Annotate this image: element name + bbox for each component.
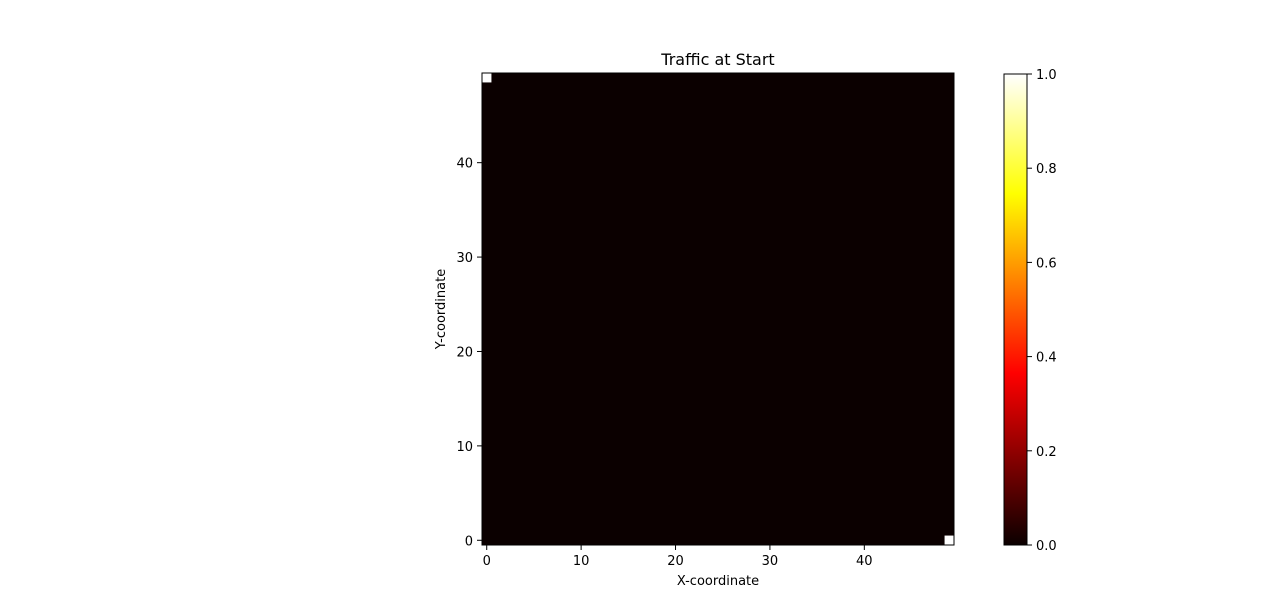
colorbar-tick-label: 0.8: [1036, 162, 1057, 177]
y-tick-label: 0: [465, 534, 473, 549]
colorbar-tick-label: 0.0: [1036, 539, 1057, 554]
heatmap-cells: [482, 73, 954, 545]
x-axis-label: X-coordinate: [677, 574, 759, 589]
heatmap-background: [482, 73, 954, 545]
plot-frame: [481, 72, 955, 546]
y-tick-label: 30: [456, 251, 473, 266]
plot-area: [481, 72, 955, 546]
colorbar-tick-label: 0.6: [1036, 256, 1057, 271]
x-axis: 0 10 20 30 40: [483, 545, 873, 569]
colorbar-gradient: [1003, 73, 1028, 546]
x-tick-label: 20: [667, 554, 684, 569]
colorbar-tick-label: 1.0: [1036, 68, 1057, 83]
x-tick-label: 40: [856, 554, 873, 569]
x-tick-label: 30: [762, 554, 779, 569]
chart-title: Traffic at Start: [660, 50, 774, 69]
y-tick-label: 10: [456, 440, 473, 455]
colorbar-tick-label: 0.4: [1036, 351, 1057, 366]
y-tick-label: 40: [456, 157, 473, 172]
colorbar: 0.0 0.2 0.4 0.6 0.8 1.0: [1003, 68, 1057, 554]
y-axis-label: Y-coordinate: [434, 269, 449, 350]
y-tick-label: 20: [456, 345, 473, 360]
colorbar-ticks: 0.0 0.2 0.4 0.6 0.8 1.0: [1027, 68, 1057, 554]
colorbar-tick-label: 0.2: [1036, 445, 1057, 460]
heatmap-cell: [944, 535, 954, 545]
x-tick-label: 0: [483, 554, 491, 569]
heatmap-cell: [482, 73, 492, 83]
x-tick-label: 10: [573, 554, 590, 569]
y-axis: 0 10 20 30 40: [456, 157, 482, 549]
